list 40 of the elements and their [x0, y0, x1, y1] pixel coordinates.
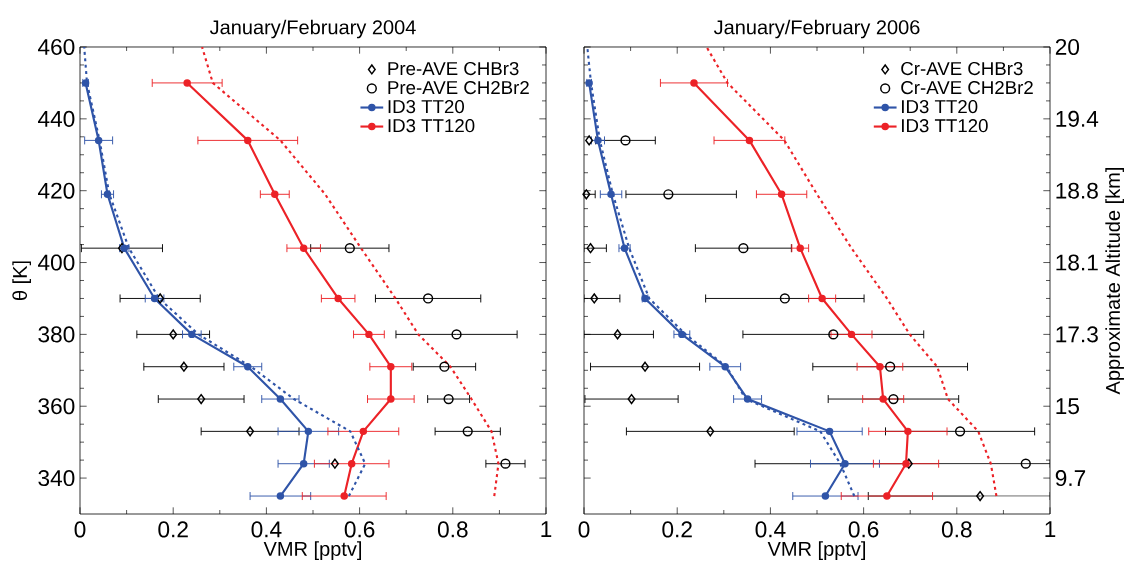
legend-label: ID3 TT120 — [902, 119, 988, 133]
x-tick-label: 0.6 — [344, 521, 375, 538]
x-tick-label: 0 — [578, 521, 590, 538]
text: 15 — [1056, 398, 1079, 415]
legend-label: Cr-AVE CH2Br2 — [901, 80, 1033, 95]
x-tick-label: 0.6 — [848, 521, 879, 538]
y-tick-label: 460 — [38, 38, 75, 56]
y-axis-title: θ [K] — [12, 261, 31, 301]
legend-label: ID3 TT20 — [902, 99, 978, 114]
x-tick-label: 0.4 — [755, 521, 786, 538]
legend-label: Pre-AVE CHBr3 — [388, 61, 519, 76]
x-tick-label: 0.2 — [662, 521, 692, 538]
y-tick-label: 380 — [38, 326, 75, 343]
legend-label: ID3 TT120 — [388, 119, 475, 133]
y2-axis-title: Approximate Altitude [km] — [1105, 168, 1124, 395]
x-tick-label: 0.8 — [437, 521, 468, 538]
legend-label: Pre-AVE CH2Br2 — [388, 80, 529, 95]
y-tick-label: 440 — [38, 110, 75, 127]
text: 20 — [1055, 38, 1080, 56]
legend-label: ID3 TT20 — [388, 99, 465, 114]
text: 18.1 — [1056, 254, 1098, 271]
chart-title: January/February 2004 — [209, 19, 416, 39]
x-axis-title: VMR [pptv] — [767, 541, 866, 560]
x-tick-label: 1 — [1045, 521, 1056, 537]
y-tick-label: 400 — [38, 254, 75, 271]
x-tick-label: 1 — [541, 521, 552, 537]
x-tick-label: 0.2 — [158, 521, 188, 538]
x-axis-title: VMR [pptv] — [263, 541, 362, 560]
y-tick-label: 340 — [38, 470, 75, 487]
x-tick-label: 0.4 — [251, 521, 282, 538]
text: 9.7 — [1055, 470, 1086, 487]
text: 19.4 — [1056, 110, 1099, 127]
text: 18.8 — [1056, 182, 1098, 199]
chart-title: January/February 2006 — [713, 19, 920, 39]
legend-label: Cr-AVE CHBr3 — [901, 61, 1023, 76]
x-tick-label: 0.8 — [941, 521, 972, 538]
x-tick-label: 0 — [74, 521, 86, 538]
y-tick-label: 360 — [38, 398, 75, 415]
text: 17.3 — [1056, 326, 1098, 343]
y-tick-label: 420 — [38, 182, 75, 199]
